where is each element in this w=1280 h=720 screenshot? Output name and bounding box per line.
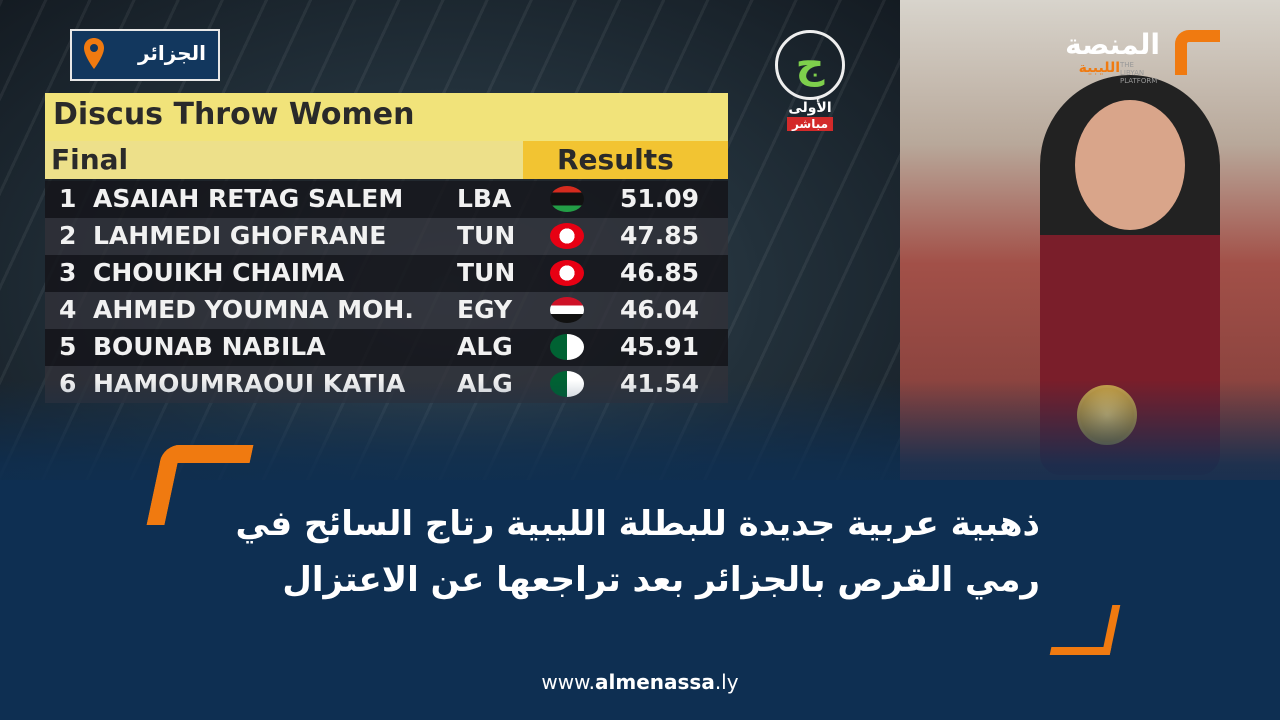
headline-panel (0, 380, 1280, 720)
round-header: Final Results (45, 141, 728, 179)
result-row: 1 ASAIAH RETAG SALEM LBA 51.09 (45, 181, 728, 218)
brand-logo: المنصة الليبية THE LIBYAN PLATFORM (1050, 28, 1220, 85)
result-score: 46.04 (620, 295, 700, 324)
location-label: الجزائر (137, 41, 206, 65)
url-domain: almenassa (595, 670, 715, 694)
headline-line-2: رمي القرص بالجزائر بعد تراجعها عن الاعتز… (282, 560, 1040, 600)
channel-glyph: ج (775, 30, 845, 100)
flag-icon (550, 223, 584, 249)
brand-arabic-top: المنصة (1065, 28, 1160, 61)
brand-arabic-bottom: الليبية (1078, 60, 1120, 76)
flag-icon (550, 186, 584, 212)
result-pos: 1 (59, 184, 77, 213)
flag-icon (550, 334, 584, 360)
map-pin-icon (84, 38, 104, 69)
url-prefix: www. (541, 670, 596, 694)
result-score: 45.91 (620, 332, 700, 361)
results-scoreboard: Discus Throw Women Final Results 1 ASAIAH… (45, 93, 728, 403)
result-name: AHMED YOUMNA MOH. (93, 295, 414, 324)
result-row: 3 CHOUIKH CHAIMA TUN 46.85 (45, 255, 728, 292)
result-score: 46.85 (620, 258, 700, 287)
result-name: ASAIAH RETAG SALEM (93, 184, 404, 213)
results-header: Results (523, 141, 728, 179)
flag-icon (550, 297, 584, 323)
channel-name: الأولى (788, 100, 832, 116)
location-badge: الجزائر (70, 29, 220, 81)
result-pos: 4 (59, 295, 77, 324)
result-row: 5 BOUNAB NABILA ALG 45.91 (45, 329, 728, 366)
result-name: LAHMEDI GHOFRANE (93, 221, 387, 250)
flag-icon (550, 260, 584, 286)
result-score: 51.09 (620, 184, 700, 213)
result-pos: 3 (59, 258, 77, 287)
result-name: BOUNAB NABILA (93, 332, 326, 361)
event-title: Discus Throw Women (45, 93, 728, 141)
live-badge: مباشر (786, 117, 834, 131)
brand-english: THE LIBYAN PLATFORM (1120, 61, 1158, 85)
result-row: 4 AHMED YOUMNA MOH. EGY 46.04 (45, 292, 728, 329)
website-url: www.almenassa.ly (0, 670, 1280, 694)
result-country: EGY (457, 295, 513, 324)
result-country: TUN (457, 258, 516, 287)
result-row: 2 LAHMEDI GHOFRANE TUN 47.85 (45, 218, 728, 255)
result-country: LBA (457, 184, 512, 213)
orange-bracket-decoration (1049, 605, 1121, 655)
result-country: TUN (457, 221, 516, 250)
result-country: ALG (457, 332, 513, 361)
headline: ذهبية عربية جديدة للبطلة الليبية رتاج ال… (220, 496, 1040, 608)
tv-channel-logo: ج الأولى مباشر (770, 30, 850, 135)
athlete-face (1075, 100, 1185, 230)
headline-line-1: ذهبية عربية جديدة للبطلة الليبية رتاج ال… (235, 504, 1040, 544)
result-pos: 5 (59, 332, 77, 361)
round-label: Final (51, 143, 129, 176)
result-pos: 2 (59, 221, 77, 250)
result-score: 47.85 (620, 221, 700, 250)
result-name: CHOUIKH CHAIMA (93, 258, 345, 287)
url-suffix: .ly (714, 670, 739, 694)
brand-mark-icon (1175, 30, 1220, 75)
